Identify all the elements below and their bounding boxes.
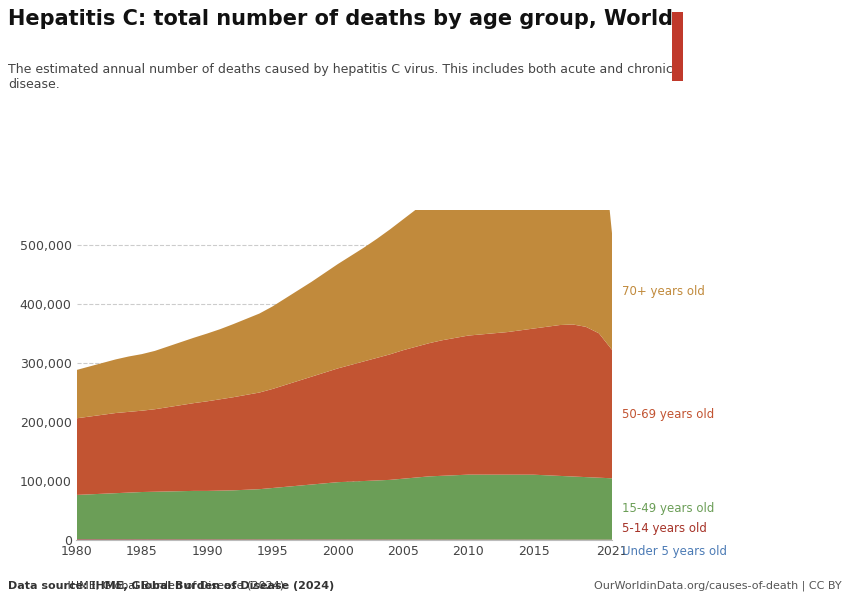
Text: OurWorldinData.org/causes-of-death | CC BY: OurWorldinData.org/causes-of-death | CC … (594, 581, 842, 591)
Text: in Data: in Data (738, 56, 780, 67)
Text: Hepatitis C: total number of deaths by age group, World: Hepatitis C: total number of deaths by a… (8, 9, 673, 29)
Text: 50-69 years old: 50-69 years old (622, 407, 715, 421)
Text: Data source: IHME, Global Burden of Disease (2024): Data source: IHME, Global Burden of Dise… (8, 581, 335, 591)
Text: The estimated annual number of deaths caused by hepatitis C virus. This includes: The estimated annual number of deaths ca… (8, 63, 673, 91)
Text: Under 5 years old: Under 5 years old (622, 545, 728, 558)
Text: Our World: Our World (729, 31, 789, 41)
Text: 5-14 years old: 5-14 years old (622, 522, 707, 535)
Text: 70+ years old: 70+ years old (622, 285, 705, 298)
Bar (672, 12, 683, 81)
Text: IHME, Global Burden of Disease (2024): IHME, Global Burden of Disease (2024) (64, 581, 284, 591)
Text: 15-49 years old: 15-49 years old (622, 502, 715, 515)
